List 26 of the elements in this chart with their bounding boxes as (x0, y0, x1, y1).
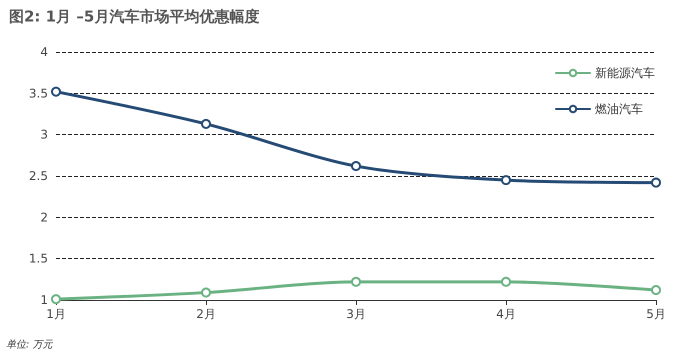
x-tick-label: 3月 (346, 307, 366, 321)
point (651, 285, 661, 296)
x-tick-label: 5月 (646, 307, 666, 321)
legend-label: 燃油汽车 (595, 102, 643, 116)
point (351, 276, 361, 287)
point (501, 276, 511, 287)
x-tick-label: 2月 (196, 307, 216, 321)
chart-title: 图2: 1月 –5月汽车市场平均优惠幅度 (9, 8, 260, 26)
text: 单位: 万元 (6, 338, 54, 350)
point (51, 86, 61, 97)
point (351, 161, 361, 172)
y-tick-label: 1 (40, 293, 48, 307)
x-tick-label: 1月 (46, 307, 66, 321)
x-tick-label: 4月 (496, 307, 516, 321)
point (51, 294, 61, 304)
y-tick-label: 4 (40, 45, 48, 59)
point (201, 118, 211, 129)
point (501, 175, 511, 186)
y-tick-label: 2 (40, 210, 48, 224)
legend-label: 新能源汽车 (595, 66, 655, 80)
point (651, 178, 661, 188)
y-tick-label: 3.5 (28, 86, 48, 100)
y-tick-label: 2.5 (28, 169, 48, 183)
y-tick-label: 1.5 (28, 252, 48, 266)
y-tick-label: 3 (40, 128, 48, 142)
point (201, 288, 211, 298)
